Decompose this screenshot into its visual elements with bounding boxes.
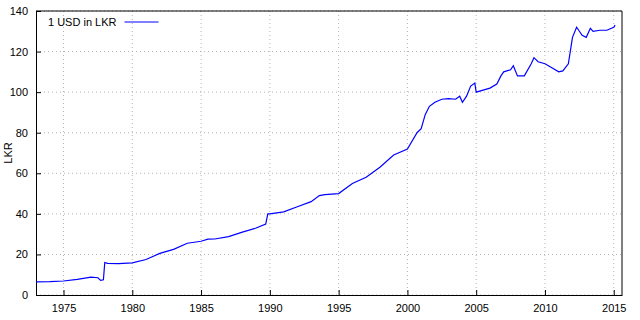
tick: 120 [10,46,41,58]
tick-label: 80 [16,127,28,139]
tick-mark [270,290,271,295]
tick: 100 [10,86,41,98]
y-axis-title: LKR [2,142,14,163]
tick-label: 2005 [464,302,488,314]
tick-mark [339,290,340,295]
grid-line [544,11,545,295]
grid-line [613,11,614,295]
tick-mark [64,290,65,295]
series-line [36,25,615,282]
frame [36,11,622,12]
grid-line [132,11,133,295]
tick: 1985 [189,290,213,314]
tick: 0 [22,289,41,301]
tick-label: 140 [10,5,28,17]
tick-label: 2015 [602,302,626,314]
series-group [36,25,615,282]
tick: 40 [16,208,41,220]
axis-line [37,295,623,296]
frame [622,11,623,295]
legend: 1 USD in LKR [48,16,158,28]
tick-label: 40 [16,208,28,220]
tick-mark [36,92,41,93]
tick: 1980 [121,290,145,314]
tick-label: 1980 [121,302,145,314]
grid-line [36,51,622,52]
tick-label: 60 [16,167,28,179]
tick: 60 [16,167,41,179]
axis-line [36,12,37,296]
grid-line [36,213,622,214]
tick: 2010 [533,290,557,314]
tick-label: 120 [10,46,28,58]
tick-mark [614,290,615,295]
grid-line [36,11,622,12]
tick-label: 1990 [258,302,282,314]
grid-line [36,173,622,174]
tick-label: 2010 [533,302,557,314]
tick-label: 1995 [327,302,351,314]
tick-mark [201,290,202,295]
tick-mark [36,295,41,296]
tick-mark [36,214,41,215]
tick-mark [36,173,41,174]
tick: 1990 [258,290,282,314]
legend-swatch [124,21,158,22]
grid-line [201,11,202,295]
tick-label: 0 [22,289,28,301]
y-axis: 0 20 40 60 80 100 120 140 [10,5,41,301]
tick-label: 100 [10,86,28,98]
grid-line [476,11,477,295]
tick-label: 2000 [396,302,420,314]
tick: 2000 [396,290,420,314]
tick: 20 [16,248,41,260]
tick-mark [407,290,408,295]
tick: 1975 [52,290,76,314]
grid-line [338,11,339,295]
grid-line [36,295,622,296]
x-axis: 1975 1980 1985 1990 1995 2000 2005 2010 2015 [37,290,627,314]
tick-mark [36,52,41,53]
tick-mark [545,290,546,295]
grid-line [36,92,622,93]
grid-line [36,254,622,255]
tick: 2015 [602,290,626,314]
tick-mark [36,254,41,255]
grid-line [36,132,622,133]
tick-mark [36,133,41,134]
tick-label: 20 [16,248,28,260]
grid [36,11,622,295]
tick-label: 1975 [52,302,76,314]
tick-mark [132,290,133,295]
tick-mark [476,290,477,295]
tick: 1995 [327,290,351,314]
tick-label: 1985 [189,302,213,314]
chart: 1975 1980 1985 1990 1995 2000 2005 2010 2015 0 20 4… [0,0,640,320]
plot: 1975 1980 1985 1990 1995 2000 2005 2010 2015 0 20 4… [10,5,627,314]
grid-line [63,11,64,295]
tick: 2005 [464,290,488,314]
tick: 80 [16,127,41,139]
grid-line [269,11,270,295]
grid-line [407,11,408,295]
legend-label: 1 USD in LKR [48,16,117,28]
